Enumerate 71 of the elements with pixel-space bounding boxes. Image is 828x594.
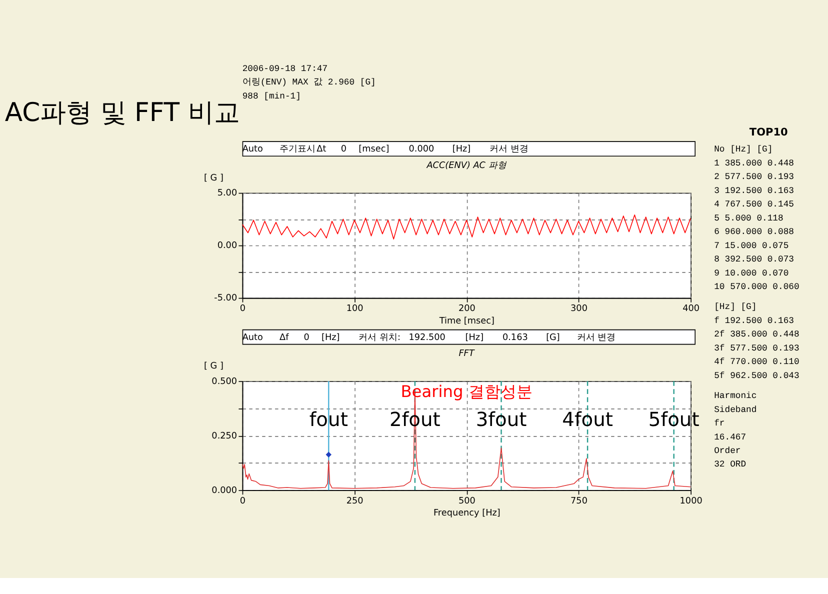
text: 커서 위치: — [358, 332, 400, 343]
y-tick-label: 0.500 — [212, 376, 238, 387]
text: Δf — [280, 332, 290, 343]
text: 32 ORD — [714, 460, 746, 470]
y-axis-title: [ G ] — [204, 173, 224, 184]
text: fr — [714, 418, 725, 429]
text: 0.000 — [408, 144, 435, 155]
text: 2006-09-18 17:47 — [242, 64, 328, 74]
x-tick-label: 500 — [458, 496, 476, 506]
x-tick-label: 750 — [570, 496, 588, 506]
x-axis-title: Time [msec] — [438, 316, 494, 326]
text: TOP10 — [749, 126, 788, 139]
x-axis-title: Frequency [Hz] — [433, 508, 500, 519]
y-tick-label: 0.00 — [217, 241, 238, 252]
text: AC파형 및 FFT 비교 — [4, 98, 240, 128]
text: Sideband — [714, 404, 757, 415]
text: 2 577.500 0.193 — [714, 172, 794, 182]
x-tick-label: 0 — [240, 304, 246, 314]
text: 2f 385.000 0.448 — [714, 330, 800, 340]
text: 5 5.000 0.118 — [714, 213, 784, 224]
text: 커서 변경 — [576, 332, 616, 343]
text: 192.500 — [408, 332, 446, 343]
text: [G] — [546, 332, 560, 343]
y-tick-label: 5.00 — [217, 188, 238, 199]
x-tick-label: 1000 — [680, 496, 703, 506]
text: 4 767.500 0.145 — [714, 200, 794, 210]
text: 3f 577.500 0.193 — [714, 343, 800, 354]
y-tick-label: 0.000 — [212, 486, 238, 496]
text: 16.467 — [714, 432, 746, 442]
text: Auto — [242, 332, 263, 343]
x-tick-label: 300 — [570, 304, 588, 314]
chart-title: ACC(ENV) AC 파형 — [426, 160, 508, 171]
text: 10 570.000 0.060 — [714, 282, 800, 292]
text: 988 [min-1] — [242, 91, 301, 102]
chart-title: FFT — [458, 349, 475, 360]
text: 커서 변경 — [490, 144, 528, 155]
text: 1 385.000 0.448 — [714, 158, 794, 168]
text: Δt — [316, 144, 327, 155]
x-tick-label: 250 — [346, 496, 364, 506]
line-series — [242, 214, 691, 240]
text: [Hz] — [452, 144, 471, 155]
text: 주기표시 — [280, 144, 316, 155]
x-tick-label: 400 — [682, 304, 700, 314]
text: No [Hz] [G] — [714, 144, 773, 155]
text: 8 392.500 0.073 — [714, 254, 794, 265]
text: 5f 962.500 0.043 — [714, 370, 800, 381]
text: 7 15.000 0.075 — [714, 240, 789, 251]
text: 9 10.000 0.070 — [714, 268, 789, 278]
text: 0 — [340, 144, 347, 155]
text: [Hz] — [322, 332, 340, 343]
y-tick-label: 0.250 — [212, 431, 238, 442]
text: 0.163 — [502, 332, 528, 343]
text: 4f 770.000 0.110 — [714, 357, 800, 368]
x-tick-label: 0 — [240, 496, 246, 506]
text: Auto — [242, 144, 263, 155]
x-tick-label: 100 — [346, 304, 364, 314]
text: Order — [714, 446, 741, 456]
text: f 192.500 0.163 — [714, 316, 794, 326]
text: [Hz] — [465, 332, 484, 343]
x-tick-label: 200 — [458, 304, 476, 314]
text: Harmonic — [714, 391, 757, 402]
text: [Hz] [G] — [714, 302, 757, 312]
text: 6 960.000 0.088 — [714, 227, 794, 238]
text: [msec] — [358, 144, 390, 155]
text: 3 192.500 0.163 — [714, 186, 794, 196]
y-axis-title: [ G ] — [204, 362, 224, 372]
y-tick-label: -5.00 — [214, 294, 238, 304]
annotation: 4fout — [562, 408, 614, 432]
annotation: 3fout — [476, 408, 528, 432]
text: 어링(ENV) MAX 값 2.960 [G] — [242, 78, 376, 88]
text: 0 — [304, 332, 310, 343]
